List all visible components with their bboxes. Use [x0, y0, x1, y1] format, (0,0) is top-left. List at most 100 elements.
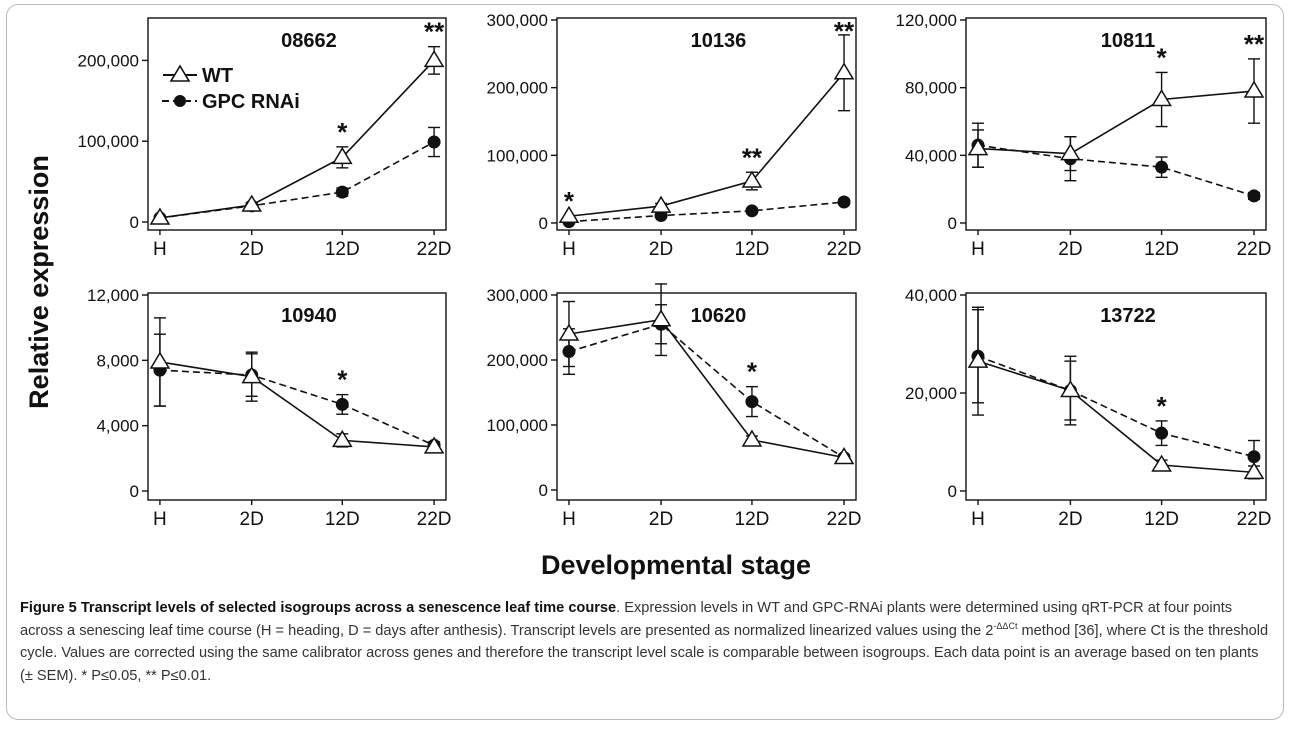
legend-rnai-label: GPC RNAi: [202, 91, 300, 113]
x-tick-label: 2D: [240, 509, 264, 530]
series-line-rnai: [977, 355, 1255, 458]
significance-marker: *: [747, 357, 758, 387]
rnai-point: [335, 397, 349, 411]
y-tick-label: 0: [130, 213, 139, 232]
legend-wt-triangle-icon: [169, 64, 191, 82]
panel-title: 10811: [1101, 30, 1156, 52]
series-line-rnai: [568, 323, 845, 459]
x-tick-label: 2D: [1058, 509, 1082, 530]
wt-point: [1060, 143, 1081, 161]
series-line-rnai: [159, 141, 435, 219]
x-tick-label: 22D: [1237, 239, 1272, 260]
wt-point: [967, 138, 989, 156]
x-tick-label: 22D: [827, 239, 862, 260]
wt-point: [423, 436, 445, 454]
significance-marker: *: [1157, 42, 1168, 72]
y-tick-label: 0: [948, 214, 957, 233]
series-line-rnai: [568, 201, 845, 223]
wt-point: [1151, 89, 1172, 107]
series-line-wt: [977, 90, 1255, 155]
y-tick-label: 200,000: [487, 79, 548, 98]
y-tick-label: 200,000: [78, 51, 139, 70]
wt-point: [833, 447, 855, 465]
significance-marker: *: [564, 186, 575, 216]
panel-title: 08662: [281, 30, 337, 52]
x-tick-label: H: [153, 509, 167, 530]
y-tick-label: 100,000: [78, 132, 139, 151]
wt-point: [558, 323, 580, 341]
chart-panel-13722: 0 20,000 40,000 H 2D 12D 22D 13722 *: [905, 286, 1271, 530]
x-tick-label: 12D: [325, 509, 360, 530]
y-tick-label: 300,000: [487, 286, 548, 305]
x-tick-label: 12D: [1144, 239, 1179, 260]
significance-marker: *: [337, 117, 348, 147]
x-tick-label: 12D: [735, 239, 770, 260]
plot-frame: [965, 292, 1267, 501]
wt-point: [741, 429, 763, 447]
x-tick-label: 22D: [417, 239, 452, 260]
figure-frame: [6, 4, 1284, 720]
rnai-point: [837, 195, 851, 209]
wt-point: [1060, 380, 1081, 398]
significance-marker: *: [1157, 391, 1168, 421]
caption-text-2: method [36], where Ct is the threshold c…: [20, 622, 1269, 684]
x-tick-label: 12D: [735, 509, 770, 530]
y-tick-label: 8,000: [96, 351, 139, 370]
panel-title: 10940: [281, 305, 337, 327]
y-tick-label: 100,000: [487, 416, 548, 435]
plot-frame: [556, 292, 857, 501]
legend-wt-label: WT: [202, 65, 233, 87]
rnai-point: [1155, 160, 1169, 174]
x-tick-label: H: [153, 239, 167, 260]
y-axis-label: Relative expression: [24, 155, 54, 409]
wt-point: [241, 366, 263, 384]
x-tick-label: 22D: [827, 509, 862, 530]
y-tick-label: 0: [539, 214, 548, 233]
x-tick-label: 22D: [1237, 509, 1272, 530]
panel-title: 10620: [691, 305, 747, 327]
chart-panel-10940: 0 4,000 8,000 12,000 H 2D 12D 22D 10940 *: [87, 286, 452, 530]
series-line-rnai: [159, 369, 435, 446]
wt-point: [1151, 454, 1172, 472]
plot-frame: [556, 17, 857, 231]
x-axis-label: Developmental stage: [541, 550, 811, 580]
figure-caption: Figure 5 Transcript levels of selected i…: [20, 597, 1270, 687]
wt-point: [650, 195, 672, 213]
y-tick-label: 200,000: [487, 351, 548, 370]
wt-point: [558, 205, 580, 223]
rnai-point: [427, 135, 441, 149]
rnai-point: [1247, 450, 1261, 464]
wt-point: [149, 207, 171, 225]
rnai-point: [745, 395, 759, 409]
chart-panel-10620: 0 100,000 200,000 300,000 H 2D 12D 22D 10620 *: [487, 283, 862, 530]
series-line-wt: [568, 72, 845, 218]
wt-point: [1243, 80, 1265, 98]
significance-marker: **: [424, 17, 445, 47]
y-tick-label: 20,000: [905, 384, 957, 403]
y-tick-label: 40,000: [905, 286, 957, 305]
plot-frame: [147, 17, 447, 231]
wt-point: [650, 309, 672, 327]
y-tick-label: 0: [539, 481, 548, 500]
wt-point: [833, 62, 855, 80]
wt-point: [967, 350, 989, 368]
x-tick-label: 2D: [240, 239, 264, 260]
wt-point: [423, 49, 445, 68]
y-tick-label: 80,000: [905, 79, 957, 98]
significance-marker: **: [742, 142, 763, 172]
x-tick-label: H: [562, 509, 576, 530]
plot-frame: [965, 17, 1267, 231]
x-tick-label: H: [971, 509, 985, 530]
chart-legend: WT GPC RNAi: [162, 64, 300, 113]
x-tick-label: H: [562, 239, 576, 260]
wt-point: [241, 194, 263, 212]
y-tick-label: 4,000: [96, 417, 139, 436]
panel-title: 10136: [691, 30, 747, 52]
significance-marker: **: [1244, 29, 1265, 59]
x-tick-label: H: [971, 239, 985, 260]
